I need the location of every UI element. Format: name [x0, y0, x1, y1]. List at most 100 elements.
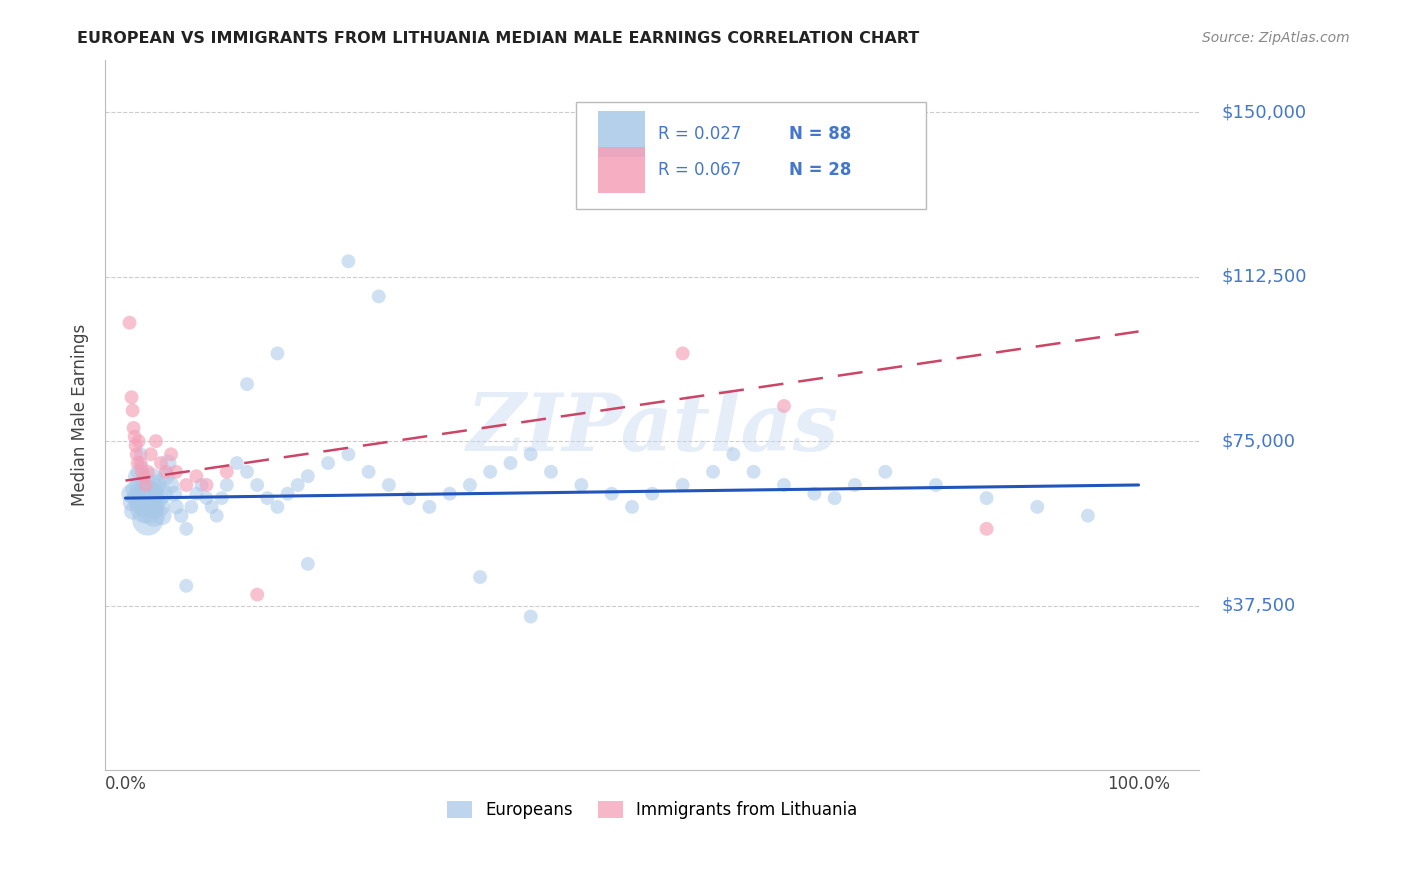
Point	[149, 456, 172, 470]
Point	[174, 579, 197, 593]
Point	[844, 478, 866, 492]
Point	[139, 447, 162, 461]
Text: R = 0.027: R = 0.027	[658, 125, 741, 144]
Point	[803, 487, 825, 501]
Point	[129, 456, 152, 470]
Point	[875, 465, 897, 479]
Text: R = 0.067: R = 0.067	[658, 161, 741, 178]
Point	[702, 465, 724, 479]
Point	[132, 495, 155, 509]
Point	[134, 508, 156, 523]
Point	[121, 504, 143, 518]
Point	[157, 456, 180, 470]
Point	[136, 465, 159, 479]
Point	[824, 491, 846, 505]
Point	[135, 478, 157, 492]
Point	[131, 460, 153, 475]
Point	[600, 487, 623, 501]
Point	[439, 487, 461, 501]
Point	[200, 500, 222, 514]
Point	[142, 508, 165, 523]
Point	[131, 478, 153, 492]
Point	[128, 487, 150, 501]
Point	[499, 456, 522, 470]
Point	[773, 399, 796, 413]
Point	[195, 478, 218, 492]
Point	[165, 500, 187, 514]
Point	[118, 316, 141, 330]
Point	[569, 478, 592, 492]
FancyBboxPatch shape	[575, 103, 925, 209]
Point	[142, 500, 165, 514]
Point	[160, 447, 183, 461]
Text: $37,500: $37,500	[1222, 597, 1295, 615]
Point	[165, 465, 187, 479]
Point	[128, 500, 150, 514]
Point	[256, 491, 278, 505]
Point	[132, 469, 155, 483]
Point	[141, 487, 163, 501]
Point	[129, 447, 152, 461]
Point	[316, 456, 339, 470]
Point	[976, 491, 998, 505]
Point	[127, 456, 149, 470]
Point	[149, 500, 172, 514]
Point	[519, 447, 541, 461]
Point	[124, 491, 146, 505]
Text: Source: ZipAtlas.com: Source: ZipAtlas.com	[1202, 31, 1350, 45]
Point	[1077, 508, 1099, 523]
Point	[337, 254, 360, 268]
Point	[266, 346, 288, 360]
Point	[357, 465, 380, 479]
Point	[458, 478, 481, 492]
Text: N = 28: N = 28	[789, 161, 852, 178]
Point	[125, 478, 148, 492]
Point	[127, 465, 149, 479]
Point	[723, 447, 745, 461]
FancyBboxPatch shape	[598, 146, 644, 193]
Point	[925, 478, 948, 492]
Point	[215, 478, 238, 492]
Point	[398, 491, 420, 505]
Point	[215, 465, 238, 479]
Point	[131, 465, 153, 479]
Point	[205, 508, 228, 523]
Y-axis label: Median Male Earnings: Median Male Earnings	[72, 324, 89, 506]
Point	[120, 487, 142, 501]
Point	[246, 588, 269, 602]
Point	[150, 508, 173, 523]
Point	[226, 456, 249, 470]
Point	[135, 500, 157, 514]
Point	[672, 478, 695, 492]
Point	[190, 478, 212, 492]
Point	[174, 478, 197, 492]
Point	[170, 508, 193, 523]
Point	[236, 465, 259, 479]
Point	[124, 438, 146, 452]
Point	[155, 465, 177, 479]
Point	[135, 491, 157, 505]
Point	[287, 478, 309, 492]
Point	[418, 500, 440, 514]
Point	[1026, 500, 1049, 514]
Point	[136, 513, 159, 527]
Point	[124, 469, 146, 483]
Point	[672, 346, 695, 360]
Point	[297, 469, 319, 483]
Point	[186, 487, 208, 501]
Point	[145, 478, 167, 492]
Point	[266, 500, 288, 514]
Text: $112,500: $112,500	[1222, 268, 1306, 285]
Point	[236, 377, 259, 392]
Point	[121, 403, 143, 417]
FancyBboxPatch shape	[598, 112, 644, 157]
Point	[742, 465, 765, 479]
Point	[186, 469, 208, 483]
Point	[621, 500, 644, 514]
Point	[378, 478, 401, 492]
Point	[121, 390, 143, 404]
Point	[125, 447, 148, 461]
Text: ZIPatlas: ZIPatlas	[467, 391, 838, 467]
Point	[128, 434, 150, 449]
Point	[337, 447, 360, 461]
